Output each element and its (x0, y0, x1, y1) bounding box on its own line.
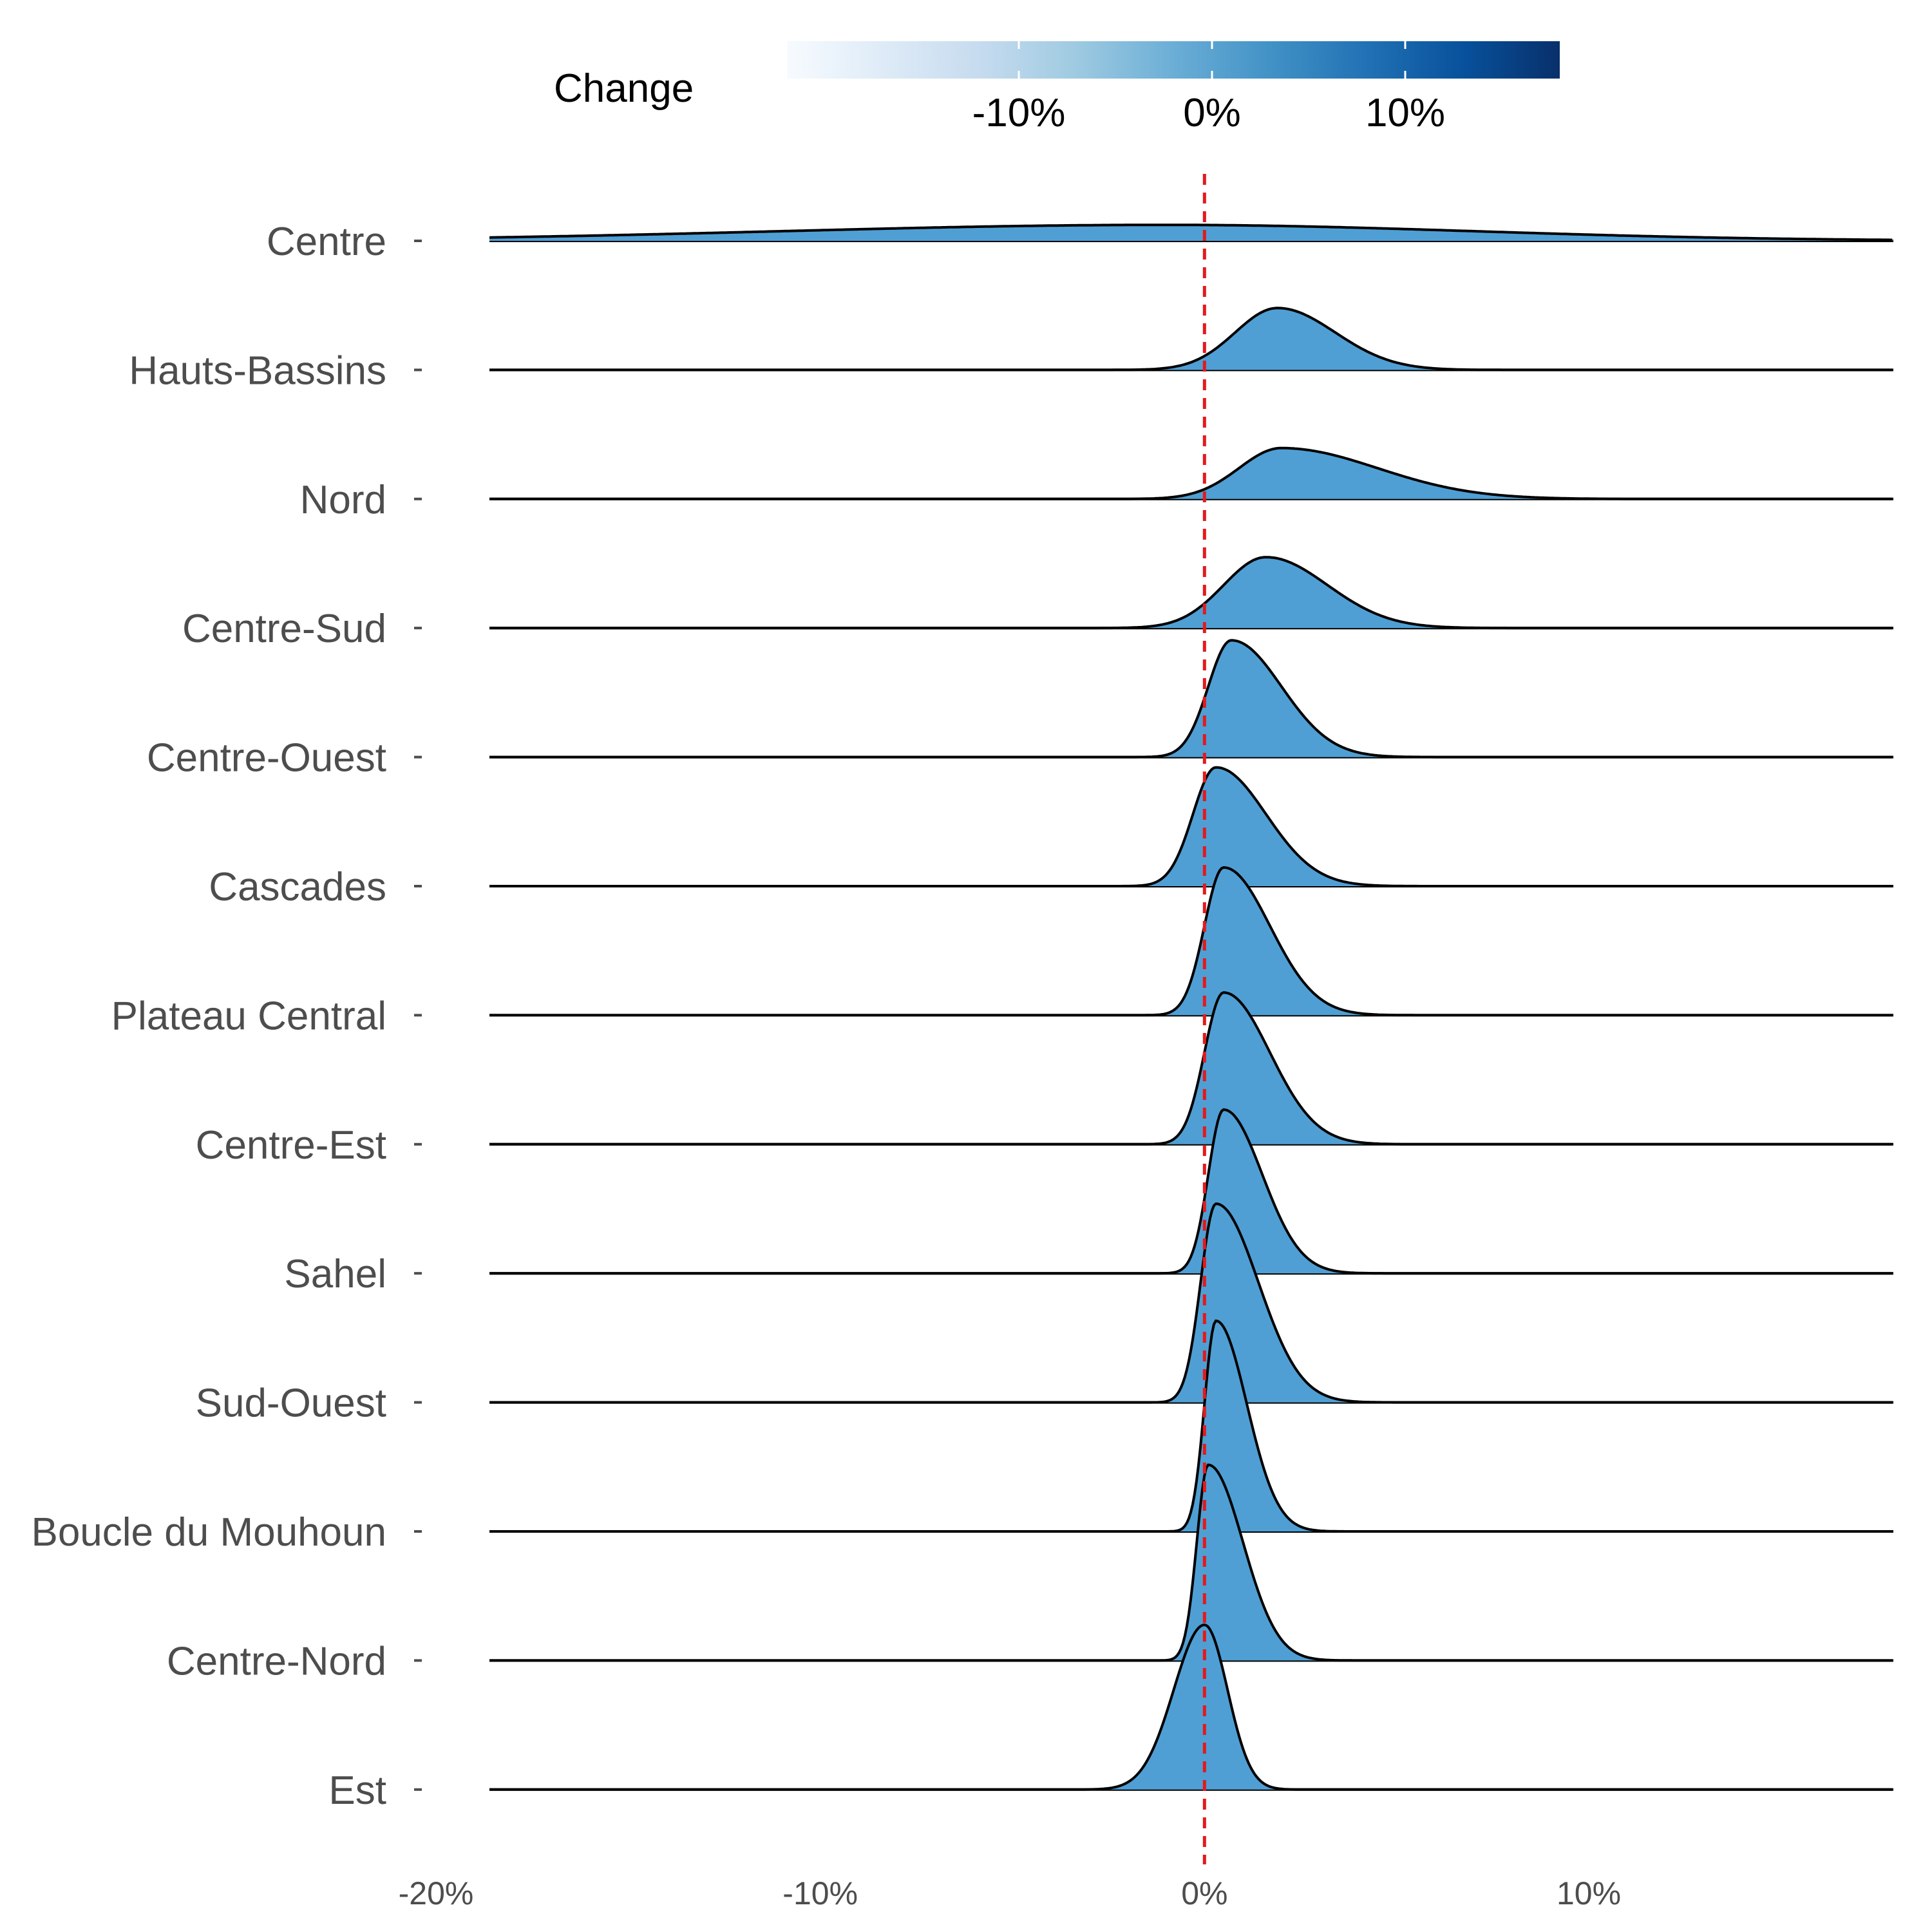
x-tick-label: -10% (782, 1875, 858, 1911)
ridge-boucle-du-mouhoun (489, 1319, 1893, 1533)
y-tick-label: Est (328, 1768, 386, 1813)
x-tick-label: -20% (399, 1875, 474, 1911)
ridge-curve (489, 1108, 1892, 1275)
colorbar-legend: Change -10% 0% 10% (554, 41, 1560, 135)
ridge-curve (489, 639, 1892, 759)
y-tick-label: Plateau Central (111, 994, 386, 1038)
y-tick-label: Centre (267, 220, 386, 264)
ridge-nord (489, 446, 1893, 500)
colorbar (787, 41, 1560, 79)
ridge-centre (489, 223, 1893, 242)
y-tick-label: Hauts-Bassins (129, 348, 386, 393)
ridge-layer (489, 174, 1893, 1864)
ridge-area (489, 448, 1893, 499)
ridge-centre-ouest (489, 639, 1893, 759)
y-tick-label: Boucle du Mouhoun (31, 1510, 386, 1555)
y-tick-label: Centre-Ouest (147, 736, 386, 781)
ridge-est (489, 1624, 1893, 1791)
ridge-centre-sud (489, 556, 1893, 630)
ridge-area (489, 308, 1893, 370)
ridge-centre-nord (489, 1463, 1893, 1662)
ridge-area (489, 992, 1893, 1144)
ridge-curve (489, 1624, 1892, 1791)
ridge-curve (489, 307, 1892, 372)
ridge-sahel (489, 1108, 1893, 1275)
x-tick-label: 10% (1557, 1875, 1621, 1911)
y-tick-label: Sud-Ouest (196, 1381, 386, 1426)
ridge-curve (489, 766, 1892, 887)
ridge-area (489, 640, 1893, 757)
y-tick-label: Nord (300, 478, 386, 522)
ridge-curve (489, 991, 1892, 1146)
ridge-area (489, 867, 1893, 1016)
ridge-area (489, 225, 1893, 241)
ridge-curve (489, 1319, 1892, 1533)
ridge-area (489, 1204, 1893, 1403)
legend-title: Change (554, 66, 694, 111)
ridge-curve (489, 223, 1892, 242)
y-tick-label: Cascades (209, 865, 386, 909)
ridge-curve (489, 446, 1892, 500)
ridge-area (489, 1625, 1893, 1790)
colorbar-tick-label: 10% (1365, 91, 1445, 135)
colorbar-tick-label: 0% (1183, 91, 1241, 135)
colorbar-tick-label: -10% (972, 91, 1066, 135)
ridge-area (489, 767, 1893, 886)
y-tick-label: Centre-Est (196, 1123, 386, 1168)
ridge-area (489, 1464, 1893, 1661)
ridge-plateau-central (489, 866, 1893, 1017)
y-tick-label: Centre-Sud (182, 607, 386, 651)
x-axis-labels: -20% -10% 0% 10% (399, 1875, 1621, 1911)
ridge-curve (489, 866, 1892, 1017)
ridge-cascades (489, 766, 1893, 887)
ridge-curve (489, 1202, 1892, 1404)
ridge-curve (489, 556, 1892, 630)
y-tick-label: Sahel (284, 1252, 386, 1296)
ridge-area (489, 557, 1893, 629)
y-tick-label: Centre-Nord (167, 1639, 386, 1683)
ridge-sud-ouest (489, 1202, 1893, 1404)
x-tick-label: 0% (1181, 1875, 1227, 1911)
ridge-curve (489, 1463, 1892, 1662)
ridge-centre-est (489, 991, 1893, 1146)
ridge-hauts-bassins (489, 307, 1893, 372)
y-axis-labels: Centre Hauts-Bassins Nord Centre-Sud Centre-… (31, 220, 422, 1813)
